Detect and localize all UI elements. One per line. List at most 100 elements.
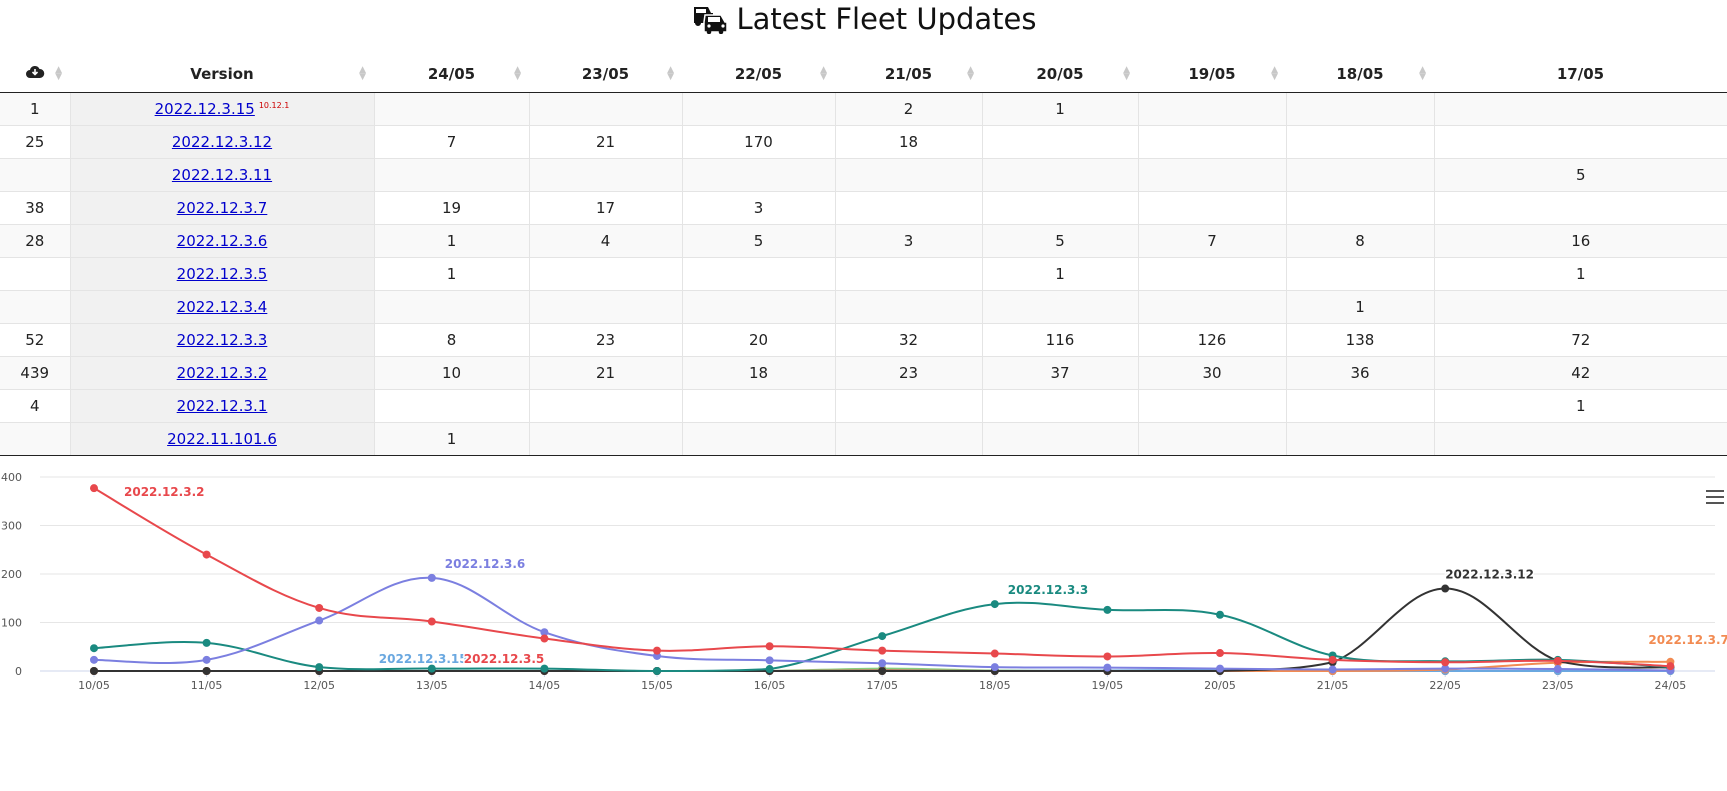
data-point <box>202 655 211 664</box>
column-header-date[interactable]: 18/05 ▲ ▼ <box>1286 55 1434 93</box>
version-cell: 2022.12.3.2 <box>70 356 375 390</box>
version-cell: 2022.12.3.12 <box>70 125 375 159</box>
column-header-label: 23/05 <box>581 64 630 83</box>
data-point <box>202 667 211 675</box>
download-count-cell: 439 <box>0 356 71 390</box>
version-link[interactable]: 2022.12.3.4 <box>176 298 268 316</box>
table-row: 28 2022.12.3.6 1 4 5 3 5 7 8 16 <box>0 224 1727 258</box>
column-header-date[interactable]: 24/05 ▲ ▼ <box>374 55 529 93</box>
update-count-cell <box>1138 125 1287 159</box>
sort-icon[interactable]: ▲ ▼ <box>967 64 974 82</box>
column-header-downloads[interactable]: ▲ ▼ <box>0 55 70 93</box>
data-point <box>1328 665 1337 674</box>
update-count-cell <box>982 422 1139 456</box>
update-count-cell <box>982 125 1139 159</box>
version-link[interactable]: 2022.12.3.5 <box>176 265 268 283</box>
sort-icon[interactable]: ▲ ▼ <box>514 64 521 82</box>
cloud-download-icon <box>26 65 45 78</box>
x-tick-label: 13/05 <box>416 679 448 692</box>
sort-icon[interactable]: ▲ ▼ <box>820 64 827 82</box>
version-link[interactable]: 2022.11.101.6 <box>167 430 277 448</box>
update-count-cell: 72 <box>1434 323 1727 357</box>
version-link[interactable]: 2022.12.3.12 <box>171 133 273 151</box>
table-header-row: ▲ ▼ Version ▲ ▼ 24/05 ▲ ▼ 23/05 ▲ ▼ 22/05 ▲ ▼ 21/05 ▲ ▼ 2… <box>0 55 1727 93</box>
update-count-cell <box>982 191 1139 225</box>
update-count-cell: 18 <box>682 356 836 390</box>
column-header-date[interactable]: 22/05 ▲ ▼ <box>682 55 835 93</box>
series-label: 2022.12.3.3 <box>1008 583 1088 597</box>
data-point <box>1103 663 1112 672</box>
sort-icon[interactable]: ▲ ▼ <box>1271 64 1278 82</box>
data-point <box>990 649 999 658</box>
table-row: 52 2022.12.3.3 8 23 20 32 116 126 138 72 <box>0 323 1727 357</box>
column-header-date[interactable]: 19/05 ▲ ▼ <box>1138 55 1286 93</box>
version-link[interactable]: 2022.12.3.7 <box>176 199 268 217</box>
cars-icon <box>693 7 728 34</box>
column-header-version[interactable]: Version ▲ ▼ <box>70 55 374 93</box>
version-link[interactable]: 2022.12.3.1 <box>176 397 268 415</box>
table-row: 2022.12.3.5 1 1 1 <box>0 257 1727 291</box>
version-cell: 2022.12.3.1 <box>70 389 375 423</box>
update-count-cell <box>529 92 683 126</box>
fleet-updates-table: ▲ ▼ Version ▲ ▼ 24/05 ▲ ▼ 23/05 ▲ ▼ 22/05 ▲ ▼ 21/05 ▲ ▼ 2… <box>0 55 1727 456</box>
sort-icon[interactable]: ▲ ▼ <box>1419 64 1426 82</box>
sort-icon[interactable]: ▲ ▼ <box>359 64 366 82</box>
data-point <box>1441 658 1450 667</box>
version-cell: 2022.12.3.4 <box>70 290 375 324</box>
version-link[interactable]: 2022.12.3.15 <box>154 100 255 118</box>
update-count-cell: 30 <box>1138 356 1287 390</box>
data-point <box>990 663 999 672</box>
series-label: 2022.12.3.2 <box>124 485 204 499</box>
update-count-cell: 3 <box>835 224 983 258</box>
update-count-cell: 138 <box>1286 323 1435 357</box>
x-tick-label: 24/05 <box>1655 679 1687 692</box>
version-note: 10.12.1 <box>258 101 290 110</box>
version-link[interactable]: 2022.12.3.3 <box>176 331 268 349</box>
version-link[interactable]: 2022.12.3.6 <box>176 232 268 250</box>
sort-icon[interactable]: ▲ ▼ <box>1123 64 1130 82</box>
update-count-cell <box>529 257 683 291</box>
page-title: Latest Fleet Updates <box>0 0 1727 38</box>
update-count-cell <box>374 92 530 126</box>
chart-menu-icon[interactable] <box>1706 490 1724 506</box>
x-tick-label: 10/05 <box>78 679 110 692</box>
update-count-cell: 5 <box>682 224 836 258</box>
update-count-cell <box>529 389 683 423</box>
update-count-cell: 36 <box>1286 356 1435 390</box>
column-header-date[interactable]: 20/05 ▲ ▼ <box>982 55 1138 93</box>
version-cell: 2022.11.101.6 <box>70 422 375 456</box>
update-count-cell: 23 <box>529 323 683 357</box>
version-cell: 2022.12.3.5 <box>70 257 375 291</box>
column-header-date[interactable]: 21/05 ▲ ▼ <box>835 55 982 93</box>
version-link[interactable]: 2022.12.3.2 <box>176 364 268 382</box>
update-count-cell <box>1138 191 1287 225</box>
update-count-cell: 8 <box>374 323 530 357</box>
update-count-cell: 1 <box>1434 257 1727 291</box>
table-row: 4 2022.12.3.1 1 <box>0 389 1727 423</box>
data-point <box>1441 584 1450 593</box>
sort-icon[interactable]: ▲ ▼ <box>667 64 674 82</box>
column-header-date[interactable]: 23/05 ▲ ▼ <box>529 55 682 93</box>
update-count-cell <box>682 389 836 423</box>
update-count-cell <box>1434 191 1727 225</box>
data-point <box>1216 664 1224 673</box>
column-header-date[interactable]: 17/05 <box>1434 55 1727 93</box>
table-row: 25 2022.12.3.12 7 21 170 18 <box>0 125 1727 159</box>
sort-icon[interactable]: ▲ ▼ <box>55 64 62 82</box>
update-count-cell <box>374 389 530 423</box>
version-cell: 2022.12.3.15 10.12.1 <box>70 92 375 126</box>
x-tick-label: 11/05 <box>191 679 223 692</box>
data-point <box>1328 655 1337 664</box>
data-point <box>765 642 774 651</box>
data-point <box>878 659 887 668</box>
data-point <box>653 667 661 675</box>
version-link[interactable]: 2022.12.3.11 <box>171 166 273 184</box>
update-count-cell: 116 <box>982 323 1139 357</box>
y-tick-label: 200 <box>1 568 22 581</box>
data-point <box>427 617 436 626</box>
update-count-cell <box>1434 125 1727 159</box>
column-header-label: 19/05 <box>1188 64 1236 83</box>
update-count-cell <box>1434 422 1727 456</box>
update-count-cell: 170 <box>682 125 836 159</box>
version-cell: 2022.12.3.3 <box>70 323 375 357</box>
